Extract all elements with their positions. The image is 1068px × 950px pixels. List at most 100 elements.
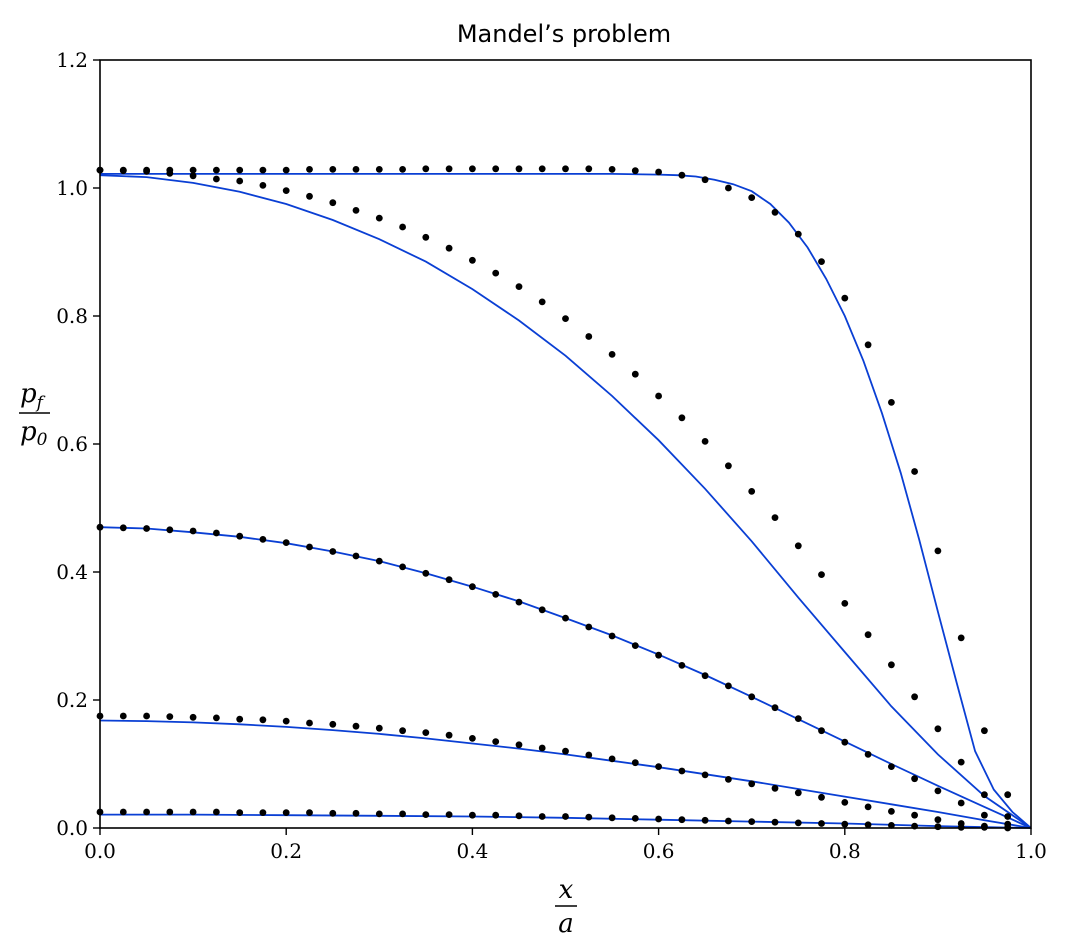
- data-point: [748, 194, 756, 202]
- data-point: [608, 166, 616, 173]
- data-point: [492, 269, 500, 277]
- data-point: [818, 727, 825, 735]
- series-4-points: [96, 712, 1012, 831]
- data-point: [864, 803, 872, 811]
- data-point: [794, 715, 802, 722]
- data-point: [934, 823, 942, 831]
- data-point: [864, 341, 872, 349]
- data-point: [655, 651, 662, 659]
- data-point: [888, 661, 895, 669]
- data-point: [399, 810, 406, 818]
- data-point: [818, 820, 825, 827]
- data-point: [352, 809, 360, 817]
- data-point: [166, 713, 174, 720]
- data-point: [515, 283, 523, 290]
- data-point: [469, 735, 476, 742]
- data-point: [771, 818, 779, 826]
- x-axis-label: x a: [555, 875, 577, 939]
- data-point: [259, 809, 267, 816]
- data-point: [888, 822, 895, 829]
- data-point: [562, 747, 569, 755]
- data-point: [957, 758, 965, 766]
- data-point: [399, 223, 406, 231]
- data-point: [725, 682, 732, 690]
- data-point: [655, 168, 662, 176]
- data-point: [864, 751, 872, 758]
- data-point: [492, 738, 500, 745]
- data-point: [841, 600, 849, 607]
- data-point: [981, 791, 988, 799]
- chart-title: Mandel’s problem: [457, 20, 671, 48]
- data-point: [538, 606, 546, 614]
- y-axis-label-den-subscript: 0: [37, 430, 48, 450]
- data-point: [701, 176, 709, 184]
- series-3-points: [96, 523, 1012, 828]
- data-point: [399, 166, 406, 173]
- data-point: [957, 799, 965, 807]
- data-point: [213, 166, 220, 174]
- data-point: [306, 543, 313, 551]
- data-point: [282, 539, 290, 546]
- data-point: [911, 693, 918, 701]
- data-point: [934, 725, 942, 733]
- y-tick-label: 0.6: [56, 432, 88, 456]
- data-point: [655, 763, 662, 770]
- data-point: [236, 715, 244, 723]
- data-point: [422, 569, 430, 577]
- y-axis-label-den-letter: p: [20, 417, 37, 447]
- data-point: [352, 166, 360, 173]
- data-point: [236, 177, 244, 185]
- data-point: [119, 808, 127, 816]
- data-point: [911, 775, 918, 783]
- data-point: [352, 552, 360, 560]
- data-point: [818, 793, 825, 801]
- data-point: [143, 712, 151, 720]
- data-point: [585, 333, 593, 340]
- data-point: [701, 438, 709, 445]
- data-point: [725, 776, 732, 783]
- data-point: [701, 816, 709, 824]
- data-point: [119, 712, 127, 720]
- data-point: [469, 811, 476, 819]
- data-point: [818, 571, 825, 578]
- series-points: [96, 165, 1012, 832]
- data-point: [794, 542, 802, 550]
- data-point: [678, 662, 686, 669]
- data-point: [189, 527, 197, 535]
- x-tick-label: 0.8: [829, 839, 861, 863]
- data-point: [608, 814, 616, 822]
- data-point: [631, 642, 639, 649]
- data-point: [166, 526, 174, 534]
- data-point: [678, 816, 686, 824]
- data-point: [515, 598, 523, 606]
- data-point: [655, 815, 662, 823]
- data-point: [189, 713, 197, 721]
- data-point: [888, 808, 895, 815]
- data-point: [725, 817, 732, 825]
- data-point: [329, 548, 337, 555]
- data-point: [748, 488, 756, 495]
- data-point: [725, 184, 732, 192]
- data-point: [236, 166, 244, 174]
- data-point: [469, 583, 476, 591]
- data-point: [399, 727, 406, 735]
- data-point: [189, 166, 197, 174]
- data-point: [841, 799, 849, 806]
- data-point: [329, 166, 337, 173]
- data-point: [562, 165, 569, 173]
- data-point: [166, 808, 174, 816]
- y-tick-label: 1.2: [56, 48, 88, 72]
- data-point: [213, 175, 220, 183]
- data-point: [631, 167, 639, 175]
- data-point: [306, 809, 313, 816]
- y-tick-label: 1.0: [56, 176, 88, 200]
- data-point: [538, 298, 546, 306]
- data-point: [725, 462, 732, 470]
- plot-area: [96, 59, 1032, 832]
- y-axis-label: pf p0: [19, 379, 50, 450]
- data-point: [143, 808, 151, 816]
- data-point: [631, 815, 639, 822]
- data-point: [422, 811, 430, 818]
- data-point: [701, 672, 709, 680]
- data-point: [911, 811, 918, 819]
